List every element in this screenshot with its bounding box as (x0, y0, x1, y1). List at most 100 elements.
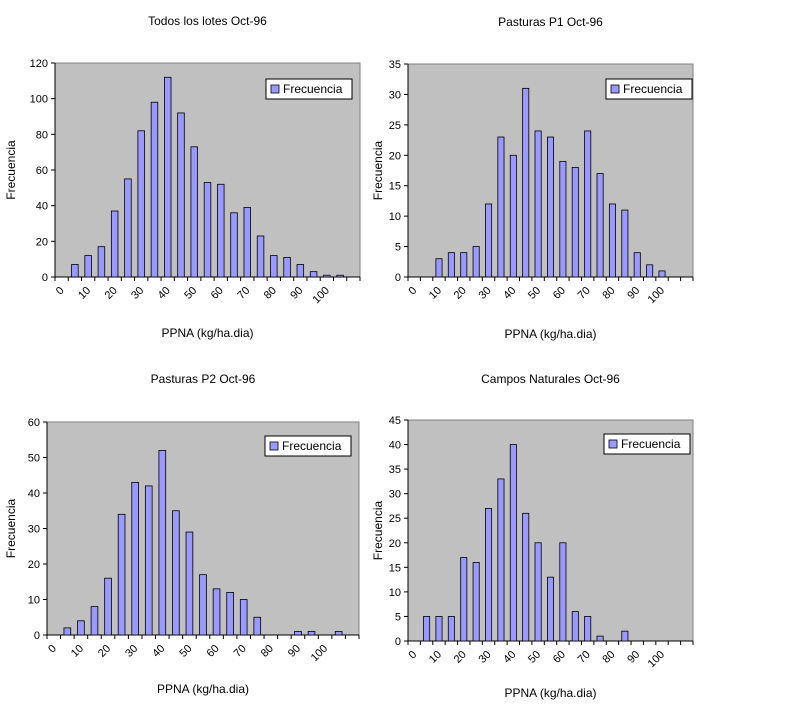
y-axis-title: Frecuencia (371, 501, 385, 561)
legend-swatch (270, 84, 280, 94)
bar-55 (203, 182, 212, 278)
y-tick-label: 15 (389, 562, 401, 574)
x-tick-label: 0 (54, 285, 67, 298)
y-tick-label: 5 (395, 242, 401, 254)
x-tick-label: 20 (452, 649, 469, 666)
x-axis-title: PPNA (kg/ha.dia) (157, 682, 249, 696)
bar-25 (472, 562, 480, 642)
x-tick-label: 90 (288, 285, 305, 302)
legend-label: Frecuencia (623, 82, 683, 96)
chart-title: Pasturas P1 Oct-96 (498, 15, 603, 29)
chart-title: Campos Naturales Oct-96 (481, 372, 620, 386)
bar-105 (334, 631, 343, 636)
bar-25 (472, 246, 480, 278)
x-tick-label: 60 (551, 285, 568, 302)
x-tick-label: 100 (309, 643, 330, 664)
y-tick-label: 25 (389, 120, 401, 132)
y-tick-label: 0 (42, 272, 48, 284)
bar-65 (230, 212, 238, 278)
bar-65 (226, 592, 234, 636)
legend-swatch (608, 439, 618, 449)
x-tick-label: 50 (526, 285, 543, 302)
y-tick-label: 40 (389, 440, 401, 452)
y-tick-label: 15 (389, 181, 401, 193)
bar-55 (547, 136, 554, 278)
bar-70 (243, 207, 251, 278)
bar-10 (84, 255, 92, 278)
x-tick-label: 10 (76, 285, 93, 302)
x-tick-label: 50 (526, 649, 543, 666)
x-tick-label: 30 (477, 285, 494, 302)
legend-box (264, 435, 352, 457)
x-tick-label: 60 (205, 643, 222, 660)
x-tick-label: 50 (182, 285, 199, 302)
bar-45 (177, 112, 185, 278)
y-tick-label: 20 (389, 150, 401, 162)
bar-35 (144, 485, 153, 636)
bar-20 (104, 577, 112, 636)
bar-40 (509, 154, 517, 278)
x-tick-label: 40 (156, 285, 173, 302)
x-tick-label: 70 (235, 285, 252, 302)
x-tick-label: 40 (150, 643, 167, 660)
bar-35 (150, 101, 159, 278)
y-tick-label: 40 (36, 201, 48, 213)
bar-45 (522, 87, 530, 278)
bar-40 (158, 449, 167, 636)
bar-25 (124, 178, 132, 278)
bar-75 (596, 173, 604, 278)
x-tick-label: 20 (103, 285, 120, 302)
x-tick-label: 30 (477, 649, 494, 666)
y-tick-label: 35 (389, 59, 401, 71)
x-tick-label: 100 (311, 285, 332, 306)
x-tick-label: 40 (501, 649, 518, 666)
x-tick-label: 30 (129, 285, 146, 302)
x-tick-label: 60 (551, 649, 568, 666)
bar-45 (522, 512, 530, 642)
y-tick-label: 30 (389, 89, 401, 101)
legend-box (605, 78, 693, 100)
bar-5 (63, 627, 72, 636)
bar-10 (435, 616, 443, 642)
bar-85 (283, 256, 291, 278)
bar-80 (270, 255, 278, 278)
y-tick-label: 35 (389, 464, 401, 476)
bar-70 (584, 616, 592, 642)
bar-100 (658, 270, 666, 278)
x-tick-label: 0 (46, 643, 59, 656)
y-tick-label: 5 (395, 611, 401, 623)
bar-70 (584, 130, 592, 278)
x-tick-label: 70 (232, 643, 249, 660)
bar-85 (621, 630, 629, 642)
bar-70 (239, 599, 248, 636)
x-tick-label: 80 (600, 285, 617, 302)
x-axis-title: PPNA (kg/ha.dia) (161, 326, 253, 340)
y-axis-title: Frecuencia (371, 141, 385, 201)
x-tick-label: 50 (177, 643, 194, 660)
x-tick-label: 100 (646, 649, 667, 670)
y-axis-title: Frecuencia (4, 499, 18, 559)
bar-50 (534, 542, 542, 642)
legend: Frecuencia (603, 433, 691, 455)
y-tick-label: 60 (28, 417, 40, 429)
bar-105 (336, 274, 344, 278)
bar-35 (497, 478, 505, 642)
x-tick-label: 90 (625, 285, 642, 302)
x-tick-label: 70 (576, 649, 593, 666)
x-tick-label: 90 (625, 649, 642, 666)
legend-label: Frecuencia (621, 437, 681, 451)
bar-90 (633, 252, 641, 278)
legend-swatch (269, 441, 279, 451)
bar-60 (559, 542, 567, 642)
x-tick-label: 0 (407, 285, 420, 298)
bar-65 (571, 167, 579, 278)
bar-5 (423, 616, 431, 642)
bar-60 (212, 588, 221, 636)
bar-80 (608, 203, 616, 278)
x-tick-label: 90 (286, 643, 303, 660)
bar-30 (485, 507, 493, 642)
y-tick-label: 10 (28, 595, 40, 607)
legend-box (603, 433, 691, 455)
bar-95 (307, 631, 316, 636)
legend: Frecuencia (264, 435, 352, 457)
